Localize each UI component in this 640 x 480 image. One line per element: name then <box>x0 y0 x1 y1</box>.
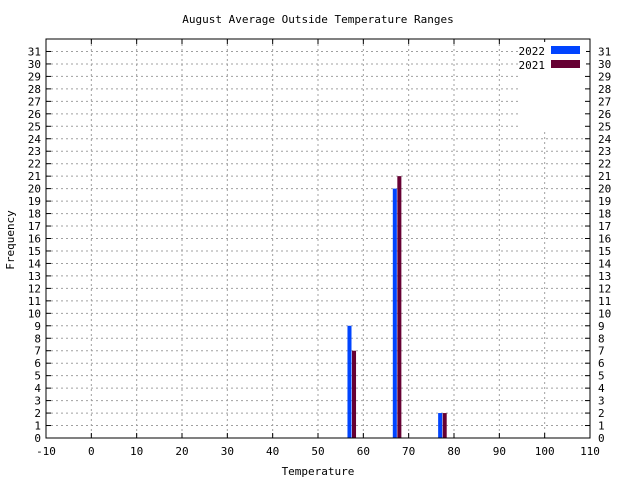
y2-tick-label: 14 <box>598 257 612 270</box>
legend-label-2022: 2022 <box>519 45 546 58</box>
y2-tick-label: 9 <box>598 320 605 333</box>
bar-2021-58 <box>352 350 357 438</box>
y-tick-label: 31 <box>28 45 41 58</box>
y2-tick-label: 7 <box>598 345 605 358</box>
y-tick-label: 9 <box>34 320 41 333</box>
y-tick-label: 6 <box>34 357 41 370</box>
y2-tick-label: 1 <box>598 420 605 433</box>
x-tick-label: 90 <box>493 445 506 458</box>
y2-tick-label: 30 <box>598 58 611 71</box>
y-tick-label: 4 <box>34 382 41 395</box>
y-tick-label: 14 <box>28 257 42 270</box>
y2-tick-label: 25 <box>598 120 611 133</box>
y2-tick-label: 5 <box>598 370 605 383</box>
y-tick-label: 20 <box>28 183 41 196</box>
y-tick-label: 16 <box>28 233 41 246</box>
y2-tick-label: 18 <box>598 208 611 221</box>
x-tick-label: 10 <box>130 445 143 458</box>
y2-tick-label: 11 <box>598 295 611 308</box>
bar-2022-57 <box>347 325 352 438</box>
y-tick-label: 2 <box>34 407 41 420</box>
x-tick-label: 100 <box>535 445 555 458</box>
y-tick-label: 18 <box>28 208 41 221</box>
bars <box>347 176 447 438</box>
legend-label-2021: 2021 <box>519 59 546 72</box>
legend-swatch-2021 <box>551 60 580 68</box>
x-tick-label: 80 <box>447 445 460 458</box>
y2-tick-label: 13 <box>598 270 611 283</box>
x-axis-label: Temperature <box>282 465 355 478</box>
y2-tick-label: 15 <box>598 245 611 258</box>
y2-tick-label: 26 <box>598 108 611 121</box>
y2-tick-label: 4 <box>598 382 605 395</box>
y2-tick-label: 22 <box>598 158 611 171</box>
y2-tick-label: 2 <box>598 407 605 420</box>
y2-tick-label: 0 <box>598 432 605 445</box>
bar-2022-77 <box>438 413 443 438</box>
y-tick-label: 25 <box>28 120 41 133</box>
y2-tick-label: 12 <box>598 282 611 295</box>
bar-2022-67 <box>392 188 397 438</box>
y2-tick-label: 17 <box>598 220 611 233</box>
y2-tick-label: 20 <box>598 183 611 196</box>
bar-2021-68 <box>397 176 402 438</box>
y-tick-label: 27 <box>28 95 41 108</box>
grid <box>46 39 590 438</box>
y-tick-label: 17 <box>28 220 41 233</box>
chart-title: August Average Outside Temperature Range… <box>182 13 454 26</box>
y-tick-label: 13 <box>28 270 41 283</box>
bar-2021-78 <box>442 413 447 438</box>
y-tick-label: 7 <box>34 345 41 358</box>
x-tick-label: 30 <box>221 445 234 458</box>
y-tick-label: 29 <box>28 70 41 83</box>
y2-tick-label: 23 <box>598 145 611 158</box>
y-tick-label: 22 <box>28 158 41 171</box>
x-tick-label: 110 <box>580 445 600 458</box>
y2-tick-label: 8 <box>598 332 605 345</box>
y-tick-label: 11 <box>28 295 41 308</box>
y-tick-label: 12 <box>28 282 41 295</box>
y-axis-label: Frequency <box>4 210 17 270</box>
legend: 2022 2021 <box>519 42 586 72</box>
y-tick-label: 15 <box>28 245 41 258</box>
y-tick-label: 23 <box>28 145 41 158</box>
y-tick-label: 19 <box>28 195 41 208</box>
x-tick-label: 50 <box>311 445 324 458</box>
y-tick-label: 10 <box>28 307 41 320</box>
y-tick-label: 5 <box>34 370 41 383</box>
y-tick-label: 1 <box>34 420 41 433</box>
x-tick-label: 40 <box>266 445 279 458</box>
x-tick-label: 60 <box>357 445 370 458</box>
y-tick-label: 8 <box>34 332 41 345</box>
y2-tick-label: 28 <box>598 83 611 96</box>
legend-swatch-2022 <box>551 46 580 54</box>
y-tick-label: 28 <box>28 83 41 96</box>
x-tick-label: -10 <box>36 445 56 458</box>
y-tick-label: 26 <box>28 108 41 121</box>
y2-tick-label: 19 <box>598 195 611 208</box>
y2-tick-label: 3 <box>598 395 605 408</box>
y-tick-label: 3 <box>34 395 41 408</box>
y-tick-label: 21 <box>28 170 41 183</box>
y2-tick-label: 16 <box>598 233 611 246</box>
y-tick-label: 30 <box>28 58 41 71</box>
x-tick-label: 20 <box>175 445 188 458</box>
y-tick-label: 0 <box>34 432 41 445</box>
y-tick-label: 24 <box>28 133 42 146</box>
y2-tick-label: 21 <box>598 170 611 183</box>
y2-tick-label: 10 <box>598 307 611 320</box>
y2-tick-label: 6 <box>598 357 605 370</box>
y2-tick-label: 24 <box>598 133 612 146</box>
y2-tick-label: 29 <box>598 70 611 83</box>
y2-tick-label: 31 <box>598 45 611 58</box>
x-tick-label: 0 <box>88 445 95 458</box>
x-tick-label: 70 <box>402 445 415 458</box>
y2-tick-label: 27 <box>598 95 611 108</box>
